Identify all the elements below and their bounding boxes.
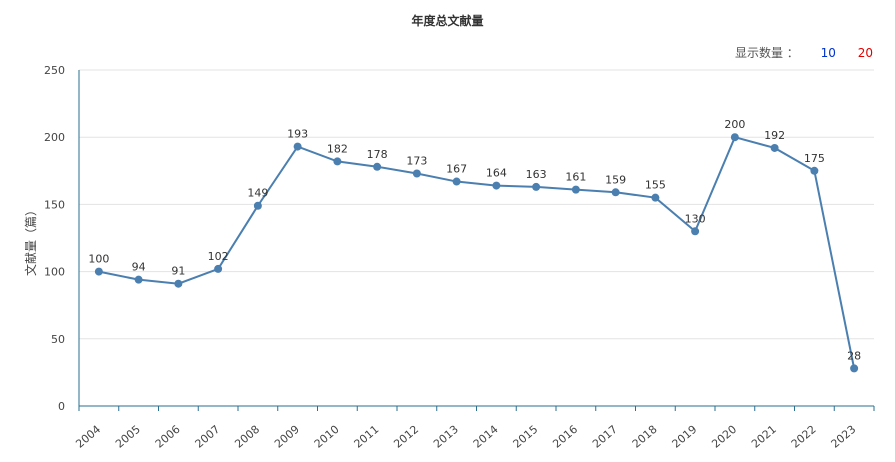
data-label: 163 — [526, 168, 547, 181]
data-label: 182 — [327, 142, 348, 155]
x-tick-label: 2006 — [153, 423, 183, 451]
x-tick-label: 2022 — [789, 423, 819, 451]
data-label: 200 — [724, 118, 745, 131]
display-count-control: 显示数量 ： 10 20 — [735, 44, 873, 61]
data-label: 159 — [605, 173, 626, 186]
data-label: 94 — [132, 261, 146, 274]
data-point — [293, 142, 302, 151]
y-tick-label: 100 — [44, 266, 65, 279]
data-point — [611, 188, 620, 197]
data-label: 161 — [565, 171, 586, 184]
x-tick-label: 2012 — [391, 423, 421, 451]
data-label: 167 — [446, 163, 467, 176]
x-tick-label: 2023 — [829, 423, 859, 451]
axes: 0 50 100 150 200 250 2004 2005 2006 2007 2008 2009 2… — [44, 64, 875, 451]
data-point — [373, 162, 382, 171]
data-label: 28 — [847, 349, 861, 362]
x-tick-label: 2008 — [232, 423, 262, 451]
data-point — [214, 264, 223, 273]
x-tick-label: 2014 — [471, 423, 501, 451]
x-tick-label: 2018 — [630, 423, 660, 451]
data-point — [810, 166, 819, 175]
x-tick-label: 2010 — [312, 423, 342, 451]
data-label: 164 — [486, 167, 507, 180]
data-label: 173 — [406, 154, 427, 167]
display-count-20-option[interactable]: 20 — [857, 46, 873, 60]
x-tick-label: 2013 — [431, 423, 461, 451]
data-point — [452, 177, 461, 186]
data-point — [770, 143, 779, 152]
data-label: 91 — [171, 265, 185, 278]
data-point — [253, 201, 262, 210]
x-tick-label: 2021 — [749, 423, 779, 451]
data-point — [651, 193, 660, 202]
data-point — [850, 364, 859, 373]
x-tick-label: 2011 — [352, 423, 382, 451]
grid-lines — [79, 69, 874, 340]
data-point — [174, 279, 183, 288]
x-tick-label: 2017 — [590, 423, 620, 451]
x-tick-label: 2009 — [272, 423, 302, 451]
data-point — [412, 169, 421, 178]
data-label: 178 — [367, 148, 388, 161]
y-tick-label: 50 — [51, 333, 65, 346]
data-point — [333, 157, 342, 166]
x-tick-label: 2016 — [550, 423, 580, 451]
y-tick-label: 200 — [44, 131, 65, 144]
data-point — [730, 133, 739, 142]
data-label: 130 — [685, 212, 706, 225]
data-label: 155 — [645, 179, 666, 192]
data-point — [492, 181, 501, 190]
chart-title: 年度总文献量 — [411, 14, 484, 28]
y-axis-title: 文献量（篇） — [23, 204, 38, 276]
x-tick-label: 2007 — [193, 423, 223, 451]
x-tick-label: 2019 — [670, 423, 700, 451]
data-point — [134, 275, 143, 284]
data-label: 100 — [88, 253, 109, 266]
x-tick-label: 2015 — [511, 423, 541, 451]
y-tick-label: 0 — [58, 400, 65, 413]
data-point — [532, 182, 541, 191]
series-layer: 100 94 91 102 149 193 182 178 173 167 164 163 161 159… — [88, 118, 861, 373]
data-label: 193 — [287, 128, 308, 141]
y-tick-label: 150 — [44, 198, 65, 211]
x-tick-label: 2020 — [709, 423, 739, 451]
data-label: 149 — [247, 187, 268, 200]
series-line — [98, 136, 856, 369]
x-tick-label: 2004 — [73, 423, 103, 451]
data-point — [691, 227, 700, 236]
data-label: 102 — [208, 250, 229, 263]
display-count-10-option[interactable]: 10 — [820, 46, 836, 60]
display-count-label: 显示数量 ： — [734, 46, 799, 60]
data-label: 192 — [764, 129, 785, 142]
data-label: 175 — [804, 152, 825, 165]
data-point — [571, 185, 580, 194]
y-tick-label: 250 — [44, 64, 65, 77]
x-tick-label: 2005 — [113, 423, 143, 451]
data-point — [94, 267, 103, 276]
